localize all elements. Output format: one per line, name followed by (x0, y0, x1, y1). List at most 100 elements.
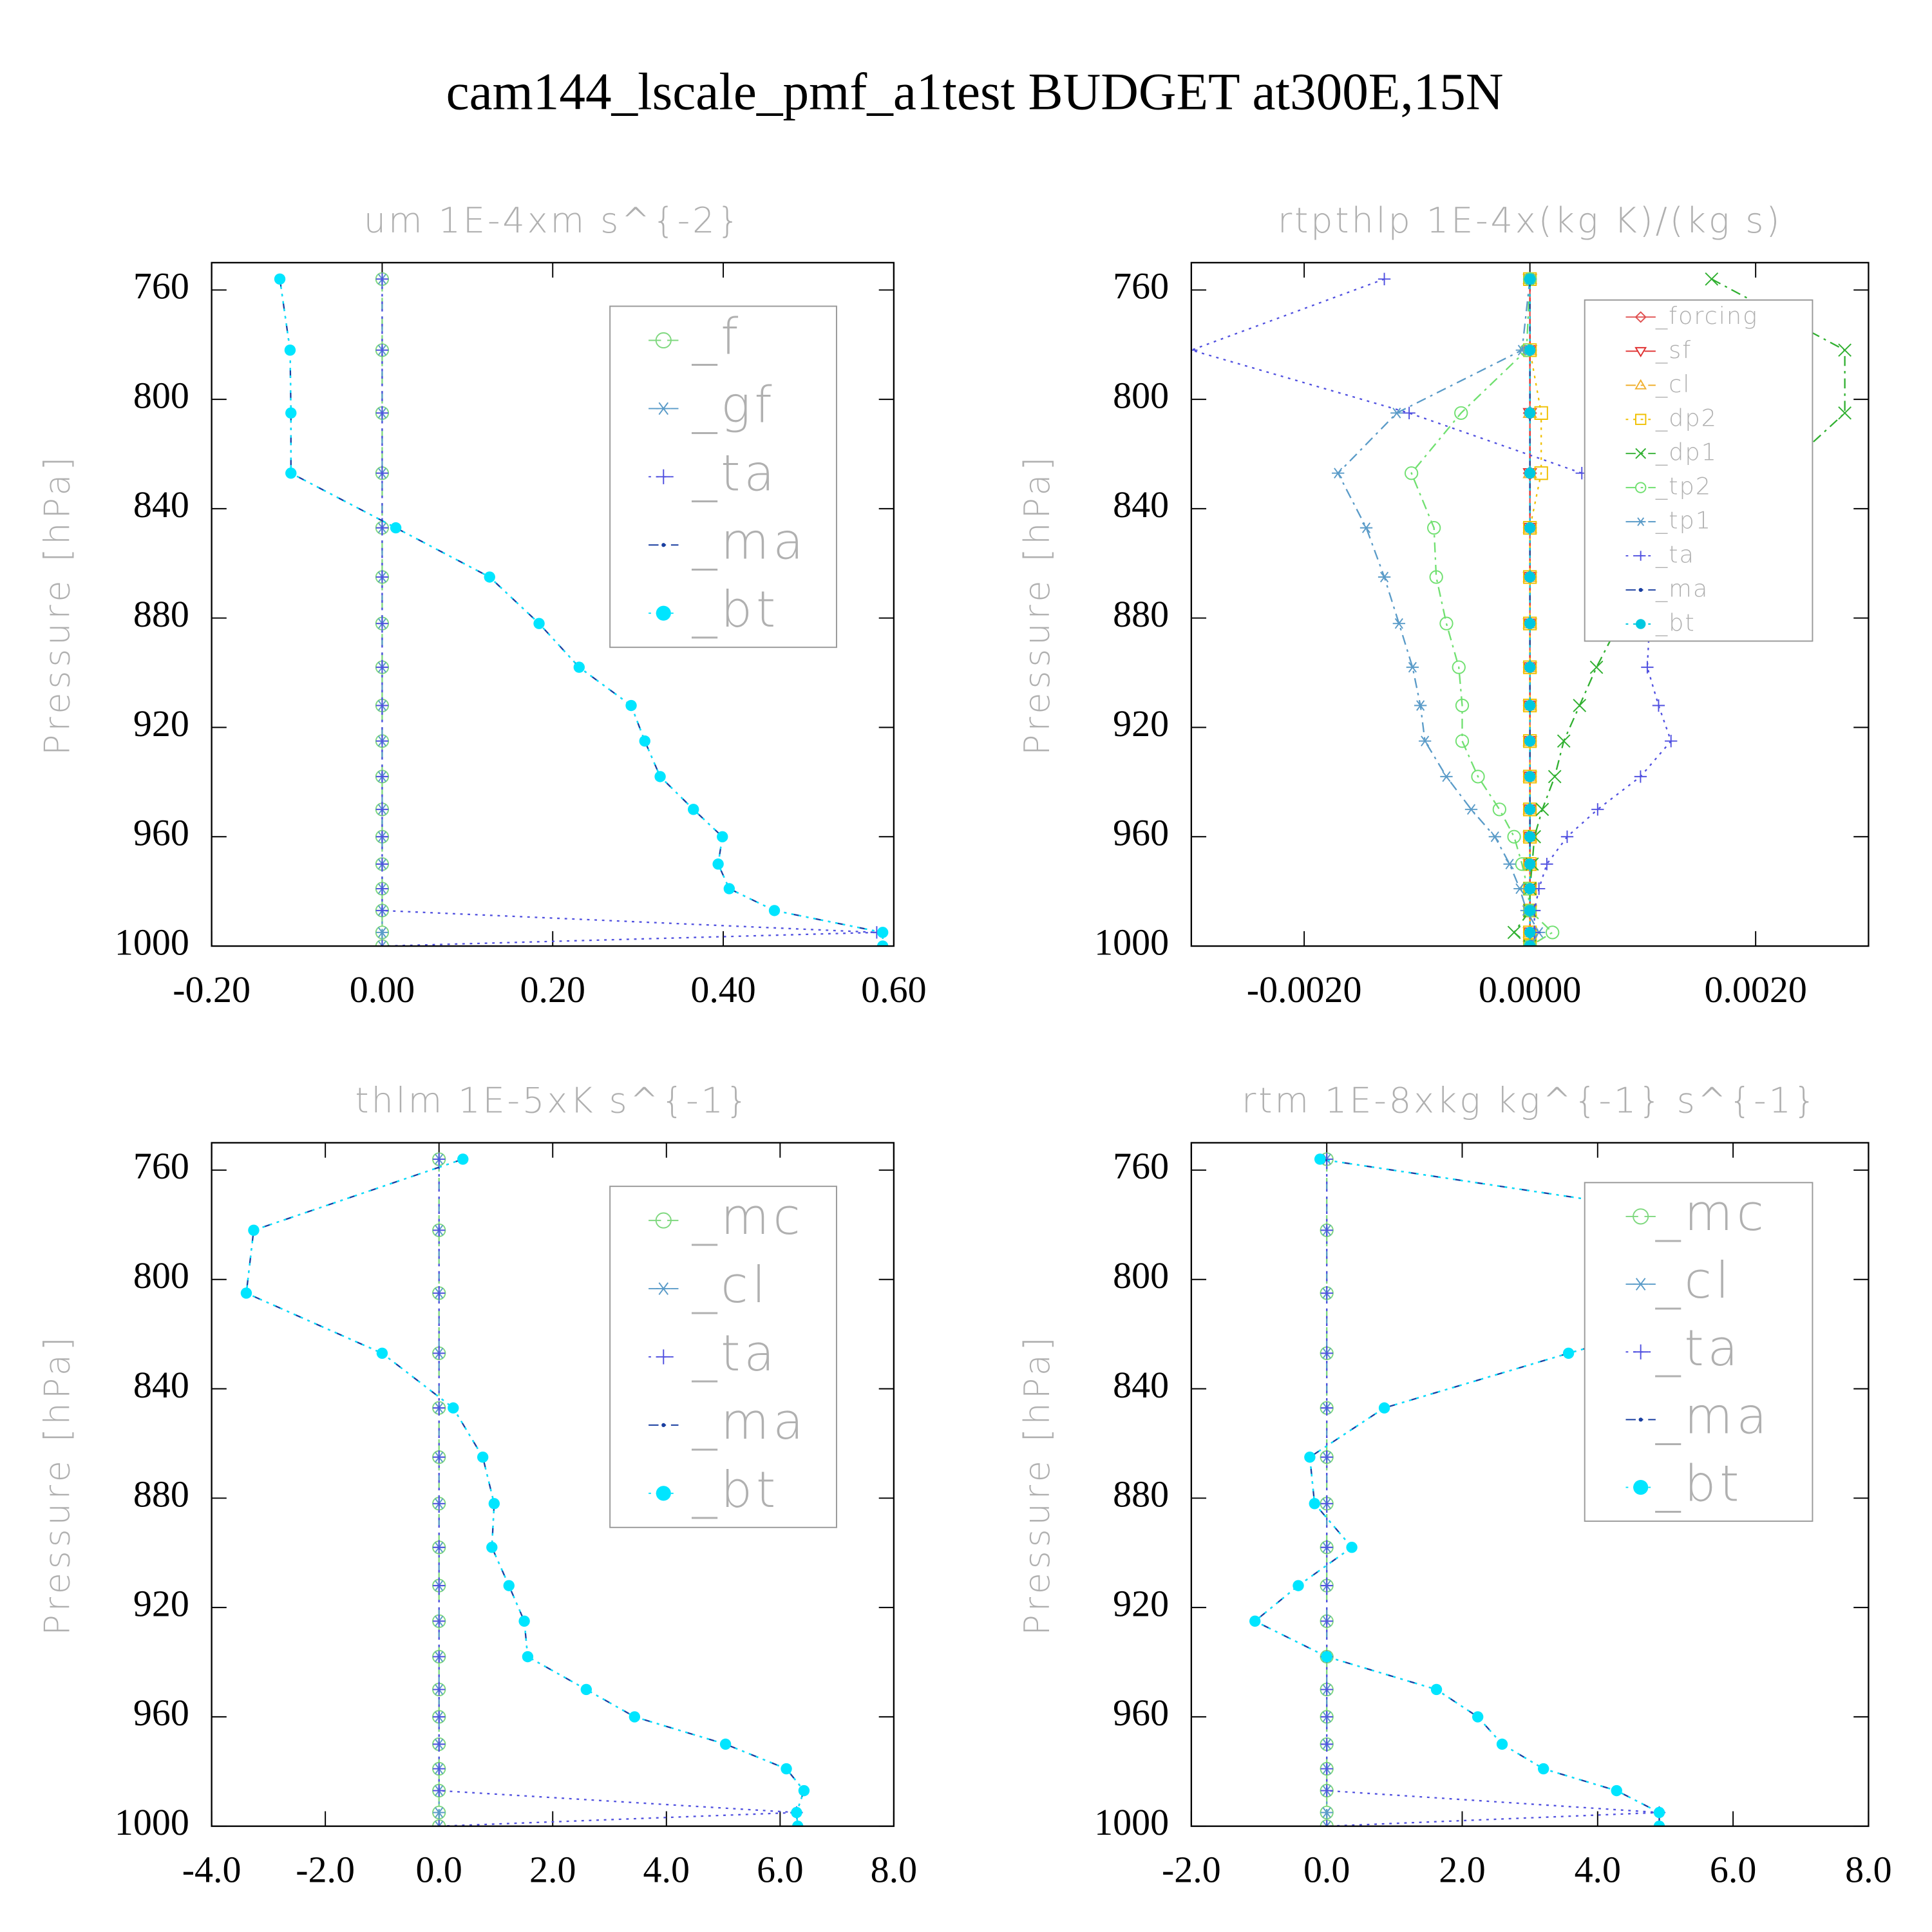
marker (1638, 1417, 1643, 1422)
marker (433, 1450, 446, 1464)
marker (656, 469, 671, 484)
y-tick-label: 920 (1113, 1582, 1169, 1624)
marker (1404, 466, 1419, 480)
marker (1406, 661, 1419, 673)
legend-label: _cl (1655, 370, 1691, 399)
plot-frame (211, 1142, 895, 1827)
marker (1557, 734, 1571, 748)
panel-title: thlm 1E-5xK s^{-1} (355, 1080, 750, 1121)
marker (1320, 1450, 1333, 1464)
marker (1523, 570, 1537, 584)
marker (1591, 803, 1604, 816)
marker (1304, 1451, 1316, 1463)
marker (274, 273, 286, 285)
series-line (1410, 279, 1554, 947)
y-tick-label: 800 (1113, 374, 1169, 416)
legend-label: _bt (692, 581, 779, 639)
marker (484, 571, 495, 583)
marker (1611, 1785, 1622, 1797)
y-tick-label: 800 (133, 1255, 189, 1296)
marker (433, 1541, 446, 1554)
marker (792, 1821, 804, 1826)
marker (1314, 1153, 1326, 1165)
marker (375, 927, 389, 938)
marker (1321, 1651, 1332, 1663)
marker (661, 1423, 666, 1427)
marker (240, 1287, 252, 1299)
y-axis-label: Pressure [hPa] (37, 1333, 78, 1635)
marker (433, 1287, 446, 1300)
marker (433, 1710, 446, 1723)
marker (375, 272, 389, 285)
marker (1634, 482, 1647, 493)
y-tick-label: 760 (133, 1145, 189, 1187)
marker (1320, 1784, 1333, 1797)
x-tick-label: 4.0 (643, 1848, 690, 1890)
marker (1524, 661, 1536, 673)
marker (791, 1806, 802, 1819)
panel: rtpthlp 1E-4x(kg K)/(kg s) Pressure [hPa]… (1017, 200, 1870, 1010)
marker (1634, 413, 1647, 425)
marker (1633, 1344, 1649, 1359)
y-tick-label: 760 (1113, 265, 1169, 307)
marker (488, 1498, 500, 1510)
marker (433, 1497, 446, 1510)
marker (1524, 804, 1536, 815)
y-tick-label: 880 (133, 1473, 189, 1515)
legend-box (1584, 1182, 1814, 1522)
marker (390, 522, 402, 534)
marker (375, 858, 389, 871)
y-tick-label: 1000 (1094, 921, 1169, 963)
series-line (279, 279, 884, 947)
marker (1523, 660, 1537, 674)
marker (433, 1807, 446, 1818)
marker (876, 940, 889, 947)
marker (433, 1762, 446, 1776)
legend-label: _tp2 (1655, 473, 1712, 501)
marker (1320, 1820, 1333, 1826)
x-tick-label: 0.0000 (1479, 969, 1581, 1010)
marker (1523, 857, 1537, 871)
legend-label: _f (692, 308, 742, 366)
marker (1546, 925, 1560, 940)
legend-label: _ta (1655, 541, 1695, 569)
marker (1540, 858, 1553, 871)
marker (1320, 1807, 1333, 1818)
y-tick-label: 1000 (115, 1801, 189, 1843)
marker (1524, 407, 1536, 419)
legend-label: _cl (692, 1256, 770, 1314)
marker (1838, 406, 1852, 420)
marker (1548, 770, 1562, 784)
marker (1653, 1821, 1665, 1826)
plot-area (274, 272, 889, 947)
x-tick-label: -4.0 (182, 1848, 242, 1890)
x-tick-label: 6.0 (1710, 1848, 1756, 1890)
marker (1320, 1287, 1333, 1300)
marker (1589, 660, 1604, 674)
legend-label: _bt (1655, 1455, 1743, 1513)
legend-label: _ta (1655, 1320, 1742, 1378)
marker (580, 1683, 592, 1696)
marker (1440, 771, 1453, 782)
marker (1524, 522, 1536, 534)
marker (433, 1224, 446, 1236)
series-line (1529, 279, 1542, 947)
legend-label: _cl (1655, 1252, 1733, 1310)
marker (1524, 883, 1536, 895)
x-tick-label: -0.20 (173, 969, 251, 1010)
marker (1346, 1542, 1358, 1553)
legend: _mc _cl _ta _ma _bt (1584, 1182, 1814, 1522)
marker (1293, 1580, 1304, 1591)
plot-frame (211, 261, 895, 947)
y-tick-label: 840 (133, 1364, 189, 1406)
marker (533, 618, 545, 629)
marker (656, 1282, 671, 1295)
panel-title: rtpthlp 1E-4x(kg K)/(kg s) (1278, 200, 1782, 241)
marker (712, 858, 724, 870)
marker (1524, 831, 1536, 842)
marker (503, 1580, 515, 1591)
marker (1513, 883, 1526, 895)
marker (1392, 618, 1406, 629)
legend-label: _ma (692, 513, 808, 571)
